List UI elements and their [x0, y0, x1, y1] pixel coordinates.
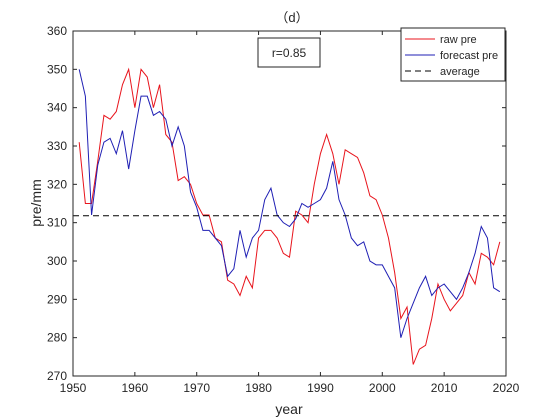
- y-tick-label: 310: [47, 216, 67, 230]
- y-tick-label: 320: [47, 177, 67, 191]
- series-line-raw-pre: [78, 67, 501, 365]
- x-tick-label: 1950: [60, 381, 87, 395]
- plot-area: [73, 31, 506, 376]
- x-tick-label: 1990: [307, 381, 334, 395]
- y-tick-label: 350: [47, 62, 67, 76]
- annotation-text: r=0.85: [272, 46, 307, 60]
- ticks-layer: 1950 1960 1970 1980 1990 2000 2010 2020 270 280 29…: [47, 24, 520, 395]
- plot-frame: [72, 30, 507, 377]
- annotation-frame: [257, 37, 321, 68]
- x-tick-label: 1960: [122, 381, 149, 395]
- legend: raw pre forecast pre average: [400, 27, 506, 82]
- legend-label: forecast pre: [440, 50, 498, 62]
- legend-items: raw pre forecast pre average: [405, 34, 498, 78]
- y-tick-label: 280: [47, 331, 67, 345]
- legend-label: raw pre: [440, 34, 477, 46]
- y-tick-label: 340: [47, 101, 67, 115]
- annotation-box: r=0.85: [257, 37, 321, 68]
- y-axis-label: pre/mm: [28, 179, 44, 226]
- x-tick-label: 1970: [183, 381, 210, 395]
- series-layer: [73, 67, 506, 365]
- y-tick-label: 290: [47, 292, 67, 306]
- x-tick-label: 2020: [493, 381, 520, 395]
- y-tick-label: 300: [47, 254, 67, 268]
- y-tick-label: 270: [47, 369, 67, 383]
- x-tick-label: 1980: [245, 381, 272, 395]
- x-tick-label: 2000: [369, 381, 396, 395]
- x-axis-label: year: [275, 401, 303, 417]
- y-tick-label: 330: [47, 139, 67, 153]
- legend-label: average: [440, 66, 480, 78]
- x-tick-label: 2010: [431, 381, 458, 395]
- y-tick-label: 360: [47, 24, 67, 38]
- series-line-forecast-pre: [78, 69, 501, 338]
- chart-title: （d）: [275, 10, 308, 25]
